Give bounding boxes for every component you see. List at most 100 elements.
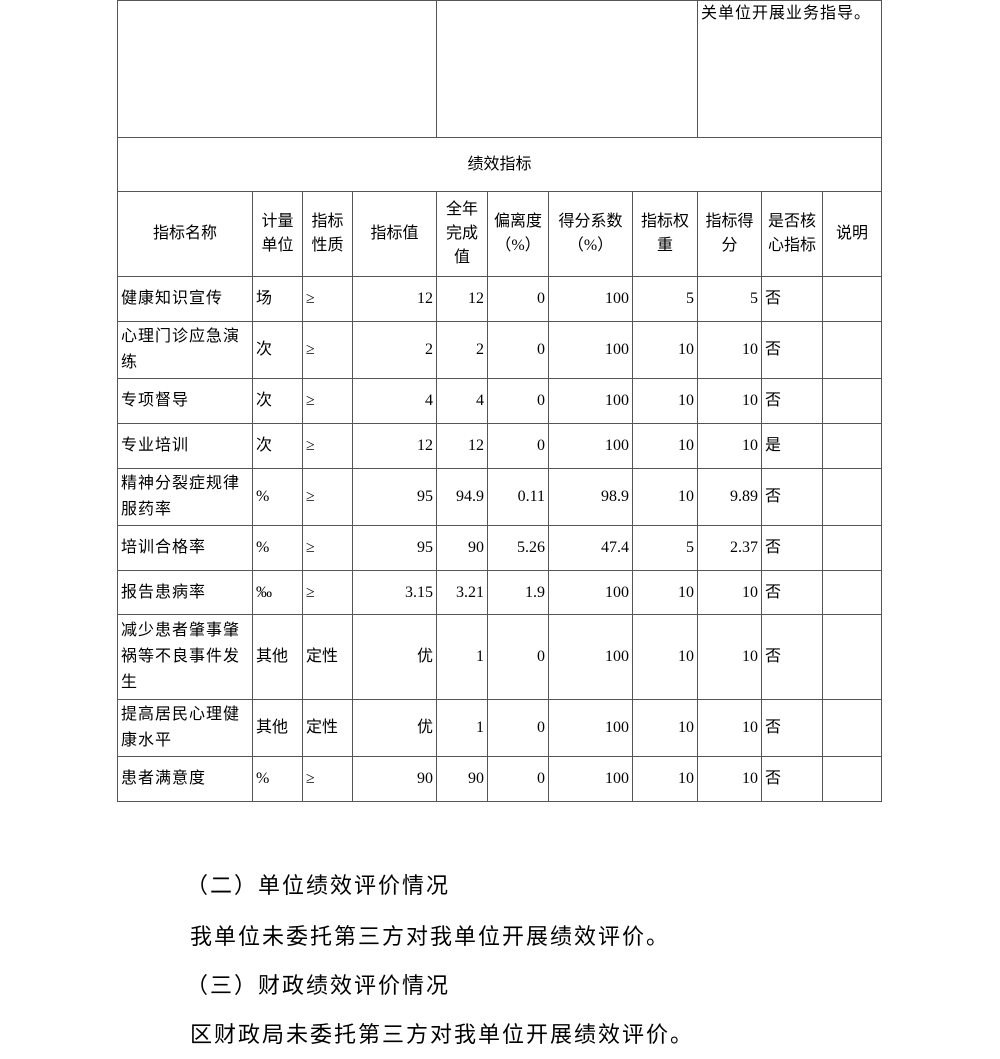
performance-table: 关单位开展业务指导。 绩效指标 指标名称 计量单位 指标性质 指标值 全年完成值 偏离度（…: [117, 0, 882, 802]
cell-note: [822, 614, 882, 700]
cell-nature: ≥: [302, 423, 353, 469]
cell-actual-value: 94.9: [436, 468, 488, 526]
table-row: 报告患病率 ‰ ≥3.15 3.21 1.9 100 10 10 否: [117, 570, 882, 615]
cell-nature: ≥: [302, 276, 353, 322]
cell-actual-value: 90: [436, 525, 488, 571]
cell-score-coefficient: 100: [548, 614, 633, 700]
cell-weight: 5: [632, 525, 698, 571]
table-row: 心理门诊应急演练次 ≥2 2 0 100 10 10 否: [117, 321, 882, 379]
cell-nature: 定性: [302, 699, 353, 757]
cell-note: [822, 276, 882, 322]
cell-note: [822, 468, 882, 526]
table-row: 精神分裂症规律服药率% ≥95 94.9 0.11 98.9 10 9.89 否: [117, 468, 882, 526]
column-header: 全年完成值: [436, 191, 488, 277]
cell-score-coefficient: 100: [548, 276, 633, 322]
cell-indicator-name: 心理门诊应急演练: [117, 321, 253, 379]
cell-unit: 其他: [252, 699, 303, 757]
cell-indicator-name: 培训合格率: [117, 525, 253, 571]
cell-score: 10: [697, 378, 762, 424]
cell-indicator-name: 患者满意度: [117, 756, 253, 802]
cell-actual-value: 90: [436, 756, 488, 802]
paragraph-unit-evaluation: 我单位未委托第三方对我单位开展绩效评价。: [190, 924, 671, 949]
column-header: 指标权重: [632, 191, 698, 277]
heading-unit-evaluation: （二）单位绩效评价情况: [186, 873, 451, 898]
cell-weight: 10: [632, 699, 698, 757]
cell-score: 2.37: [697, 525, 762, 571]
cell-score: 9.89: [697, 468, 762, 526]
cell-is-core: 否: [761, 276, 823, 322]
table-row: 专业培训次 ≥12 12 0 100 10 10 是: [117, 423, 882, 469]
cell-is-core: 否: [761, 468, 823, 526]
cell-unit: 场: [252, 276, 303, 322]
column-header: 说明: [822, 191, 882, 277]
cell-unit: 次: [252, 378, 303, 424]
cell-indicator-name: 提高居民心理健康水平: [117, 699, 253, 757]
cell-is-core: 是: [761, 423, 823, 469]
cell-actual-value: 12: [436, 423, 488, 469]
column-header: 指标名称: [117, 191, 253, 277]
cell-target-value: 12: [352, 276, 437, 322]
cell-weight: 10: [632, 756, 698, 802]
cell-target-value: 90: [352, 756, 437, 802]
top-cell-3: 关单位开展业务指导。: [697, 0, 882, 138]
cell-target-value: 3.15: [352, 570, 437, 615]
cell-score: 10: [697, 699, 762, 757]
heading-finance-evaluation: （三）财政绩效评价情况: [186, 973, 451, 998]
cell-is-core: 否: [761, 570, 823, 615]
section-title-row: 绩效指标: [117, 137, 882, 192]
cell-nature: ≥: [302, 570, 353, 615]
cell-target-value: 95: [352, 468, 437, 526]
cell-weight: 10: [632, 378, 698, 424]
cell-unit: ‰: [252, 570, 303, 615]
cell-score: 10: [697, 614, 762, 700]
cell-nature: ≥: [302, 321, 353, 379]
table-row: 专项督导次 ≥4 4 0 100 10 10 否: [117, 378, 882, 424]
cell-unit: 次: [252, 321, 303, 379]
top-cell-1: [117, 0, 437, 138]
table-row: 提高居民心理健康水平 其他 定性优 1 0 100 10 10 否: [117, 699, 882, 757]
cell-nature: ≥: [302, 525, 353, 571]
cell-is-core: 否: [761, 378, 823, 424]
cell-score: 10: [697, 570, 762, 615]
table-row: 患者满意度% ≥90 90 0 100 10 10 否: [117, 756, 882, 802]
column-header: 指标得分: [697, 191, 762, 277]
cell-note: [822, 570, 882, 615]
cell-deviation: 0: [487, 756, 549, 802]
cell-score: 10: [697, 321, 762, 379]
cell-actual-value: 1: [436, 699, 488, 757]
table-row: 减少患者肇事肇祸等不良事件发生 其他 定性优 1 0 100 10 10 否: [117, 614, 882, 700]
column-header: 得分系数（%）: [548, 191, 633, 277]
cell-nature: ≥: [302, 378, 353, 424]
cell-deviation: 0: [487, 423, 549, 469]
table-row: 健康知识宣传场 ≥12 12 0 100 5 5 否: [117, 276, 882, 322]
cell-note: [822, 423, 882, 469]
cell-deviation: 0: [487, 378, 549, 424]
cell-score: 10: [697, 423, 762, 469]
cell-actual-value: 12: [436, 276, 488, 322]
cell-unit: %: [252, 525, 303, 571]
cell-target-value: 2: [352, 321, 437, 379]
cell-weight: 10: [632, 614, 698, 700]
cell-weight: 10: [632, 321, 698, 379]
cell-nature: ≥: [302, 756, 353, 802]
cell-indicator-name: 精神分裂症规律服药率: [117, 468, 253, 526]
cell-actual-value: 1: [436, 614, 488, 700]
cell-indicator-name: 专项督导: [117, 378, 253, 424]
cell-is-core: 否: [761, 614, 823, 700]
cell-is-core: 否: [761, 756, 823, 802]
cell-deviation: 0.11: [487, 468, 549, 526]
cell-indicator-name: 专业培训: [117, 423, 253, 469]
paragraph-finance-evaluation: 区财政局未委托第三方对我单位开展绩效评价。: [190, 1022, 695, 1047]
cell-deviation: 0: [487, 614, 549, 700]
table-row: 培训合格率% ≥95 90 5.26 47.4 5 2.37 否: [117, 525, 882, 571]
header-row: 指标名称 计量单位 指标性质 指标值 全年完成值 偏离度（%） 得分系数（%） 指标权重 指标得…: [117, 191, 882, 277]
cell-note: [822, 378, 882, 424]
cell-weight: 10: [632, 468, 698, 526]
cell-unit: %: [252, 756, 303, 802]
cell-weight: 10: [632, 423, 698, 469]
cell-nature: 定性: [302, 614, 353, 700]
cell-deviation: 1.9: [487, 570, 549, 615]
column-header: 指标性质: [302, 191, 353, 277]
cell-weight: 5: [632, 276, 698, 322]
section-title: 绩效指标: [117, 137, 882, 192]
